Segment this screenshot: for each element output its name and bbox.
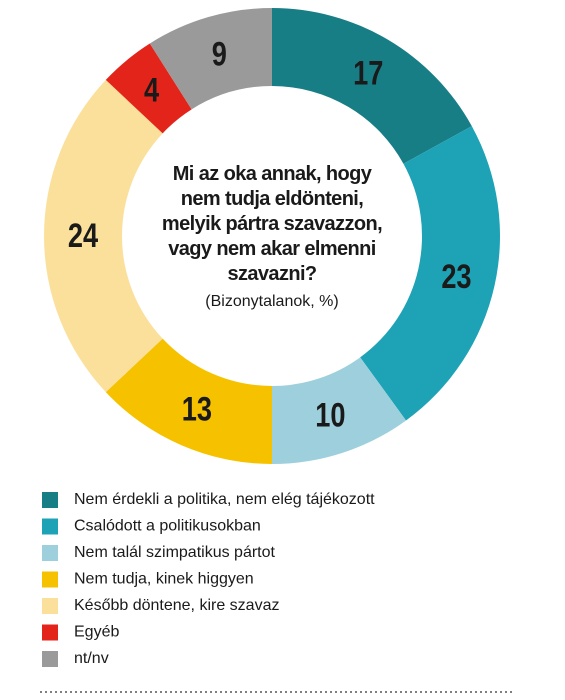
value-label: 13 — [182, 390, 212, 429]
legend-label: Egyéb — [74, 624, 119, 641]
slice — [360, 126, 501, 421]
legend-swatch — [42, 598, 58, 614]
legend-label: Nem érdekli a politika, nem elég tájékoz… — [74, 491, 375, 508]
legend-label: Nem talál szimpatikus pártot — [74, 544, 276, 561]
value-label: 10 — [315, 396, 345, 435]
slice — [149, 8, 272, 110]
slice — [105, 338, 272, 464]
chart-subtitle: (Bizonytalanok, %) — [205, 293, 339, 310]
value-label: 24 — [68, 216, 98, 255]
slice — [272, 8, 472, 164]
value-label: 17 — [353, 53, 383, 92]
legend-label: Csalódott a politikusokban — [74, 518, 261, 535]
slice — [43, 79, 163, 393]
legend-label: Később döntene, kire szavaz — [74, 597, 279, 614]
center-text: Mi az oka annak, hogy nem tudja eldönten… — [152, 162, 392, 311]
value-label: 9 — [212, 35, 227, 74]
slice — [272, 357, 407, 464]
value-label: 23 — [441, 257, 471, 296]
legend-swatch — [42, 492, 58, 508]
legend-label: nt/nv — [74, 650, 109, 667]
legend-swatch — [42, 518, 58, 535]
legend-swatch — [42, 571, 58, 588]
slice — [105, 43, 192, 134]
legend-swatch — [42, 651, 58, 667]
legend-swatch — [42, 545, 58, 561]
value-label: 4 — [144, 70, 159, 109]
legend-label: Nem tudja, kinek higgyen — [74, 571, 254, 588]
chart-title: Mi az oka annak, hogy nem tudja eldönten… — [161, 163, 383, 285]
legend-swatch — [42, 624, 58, 641]
